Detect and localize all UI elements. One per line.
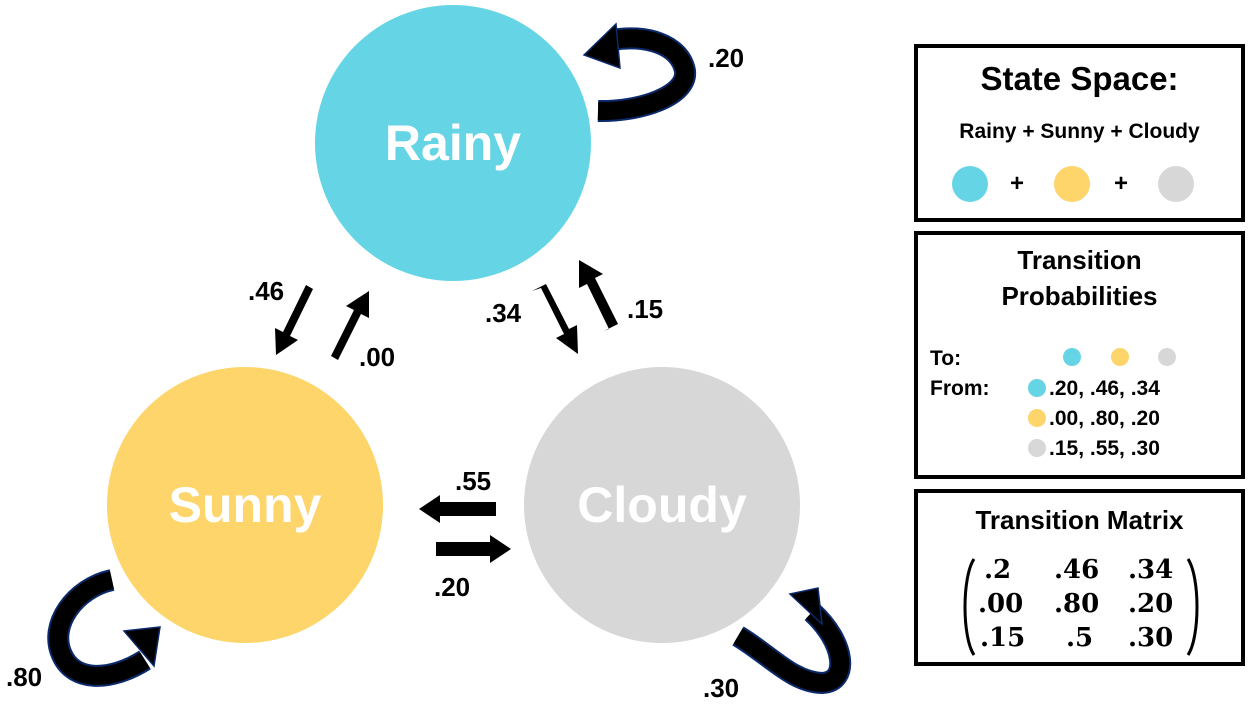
matrix-cell: .30	[1128, 623, 1174, 653]
rainy-label: Rainy	[385, 115, 521, 171]
cloudy-dot-icon	[1158, 348, 1176, 366]
matrix-cell: .15	[980, 623, 1026, 653]
matrix-left-bracket	[963, 558, 976, 656]
from-label: From:	[930, 377, 990, 400]
cloudy-row-values: .15, .55, .30	[1049, 437, 1160, 460]
cloudy-state-circle	[524, 367, 800, 643]
plus-sign: +	[1010, 170, 1025, 197]
cloudy-to-rainy-arrow	[579, 260, 618, 331]
state-space-formula: Rainy + Sunny + Cloudy	[959, 120, 1200, 143]
rainy-dot-icon	[952, 166, 988, 202]
sunny-label: Sunny	[169, 477, 322, 533]
sunny-to-rainy-prob: .00	[359, 342, 395, 372]
transition-matrix-panel: Transition Matrix .2 .46 .34 .00 .80 .20…	[914, 489, 1245, 666]
cloudy-to-sunny-prob: .55	[455, 466, 491, 496]
rainy-to-cloudy-arrow	[532, 284, 578, 354]
transition-probabilities-panel: Transition Probabilities To: From: .20, …	[914, 231, 1245, 479]
sunny-dot-icon	[1054, 166, 1090, 202]
rainy-self-prob: .20	[708, 43, 744, 73]
sunny-self-loop-arrow	[47, 569, 161, 687]
sunny-dot-icon	[1028, 409, 1046, 427]
matrix-right-bracket	[1186, 558, 1199, 656]
transition-probabilities-title-line2: Probabilities	[1001, 281, 1158, 311]
rainy-to-sunny-arrow	[275, 285, 320, 355]
rainy-dot-icon	[1063, 348, 1081, 366]
state-space-title: State Space:	[980, 60, 1179, 97]
to-label: To:	[930, 347, 962, 370]
sunny-dot-icon	[1111, 348, 1129, 366]
rainy-to-cloudy-prob: .34	[485, 298, 522, 328]
plus-sign: +	[1114, 170, 1129, 197]
sunny-self-prob: .80	[6, 662, 42, 692]
matrix-cell: .2	[984, 555, 1012, 585]
cloudy-dot-icon	[1028, 439, 1046, 457]
state-space-panel: State Space: Rainy + Sunny + Cloudy + +	[914, 44, 1245, 222]
sunny-to-cloudy-prob: .20	[434, 572, 470, 602]
rainy-state-circle	[315, 5, 591, 281]
rainy-self-loop-arrow	[582, 22, 696, 123]
matrix-cell: .20	[1128, 589, 1174, 619]
cloudy-to-sunny-arrow	[419, 495, 496, 523]
sunny-row-values: .00, .80, .20	[1049, 407, 1160, 430]
transition-probabilities-title-line1: Transition	[1017, 245, 1142, 275]
markov-chain-diagram: Rainy Sunny Cloudy .20 .46	[6, 5, 852, 703]
matrix-cell: .5	[1066, 623, 1094, 653]
matrix-cell: .46	[1054, 555, 1100, 585]
transition-matrix-title: Transition Matrix	[975, 505, 1184, 535]
matrix-cell: .00	[978, 589, 1024, 619]
cloudy-dot-icon	[1158, 166, 1194, 202]
matrix-cell: .34	[1128, 555, 1174, 585]
sunny-to-cloudy-arrow	[436, 535, 511, 563]
rainy-to-sunny-prob: .46	[248, 276, 284, 306]
sunny-to-rainy-arrow	[324, 291, 369, 360]
sunny-state-circle	[107, 367, 383, 643]
cloudy-self-loop-arrow	[732, 587, 852, 695]
cloudy-self-prob: .30	[703, 673, 739, 703]
cloudy-to-rainy-prob: .15	[627, 294, 663, 324]
rainy-row-values: .20, .46, .34	[1049, 377, 1160, 400]
cloudy-label: Cloudy	[577, 477, 747, 533]
matrix-cell: .80	[1054, 589, 1100, 619]
rainy-dot-icon	[1028, 379, 1046, 397]
